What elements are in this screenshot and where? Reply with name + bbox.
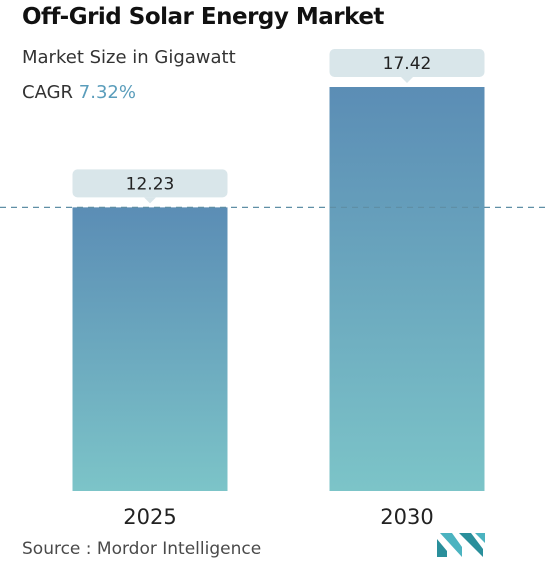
data-label-pointer (144, 197, 156, 204)
data-label-box-2025 (72, 169, 228, 198)
data-label-box-2030 (329, 49, 485, 77)
mordor-intelligence-logo-icon (437, 533, 485, 557)
bar-2025 (72, 207, 228, 491)
cagr-line: CAGR 7.32% (22, 82, 136, 103)
data-label-pointer (401, 77, 413, 83)
chart-subtitle: Market Size in Gigawatt (22, 47, 236, 68)
data-label-2025: 12.23 (126, 174, 175, 194)
cagr-label: CAGR (22, 82, 74, 103)
x-tick-label-2030: 2030 (380, 505, 433, 529)
chart-title: Off-Grid Solar Energy Market (22, 4, 384, 30)
cagr-value: 7.32% (78, 82, 136, 103)
source-note: Source : Mordor Intelligence (22, 539, 262, 559)
bar-2030 (329, 87, 485, 491)
data-label-2030: 17.42 (383, 54, 432, 74)
x-tick-label-2025: 2025 (123, 505, 176, 529)
